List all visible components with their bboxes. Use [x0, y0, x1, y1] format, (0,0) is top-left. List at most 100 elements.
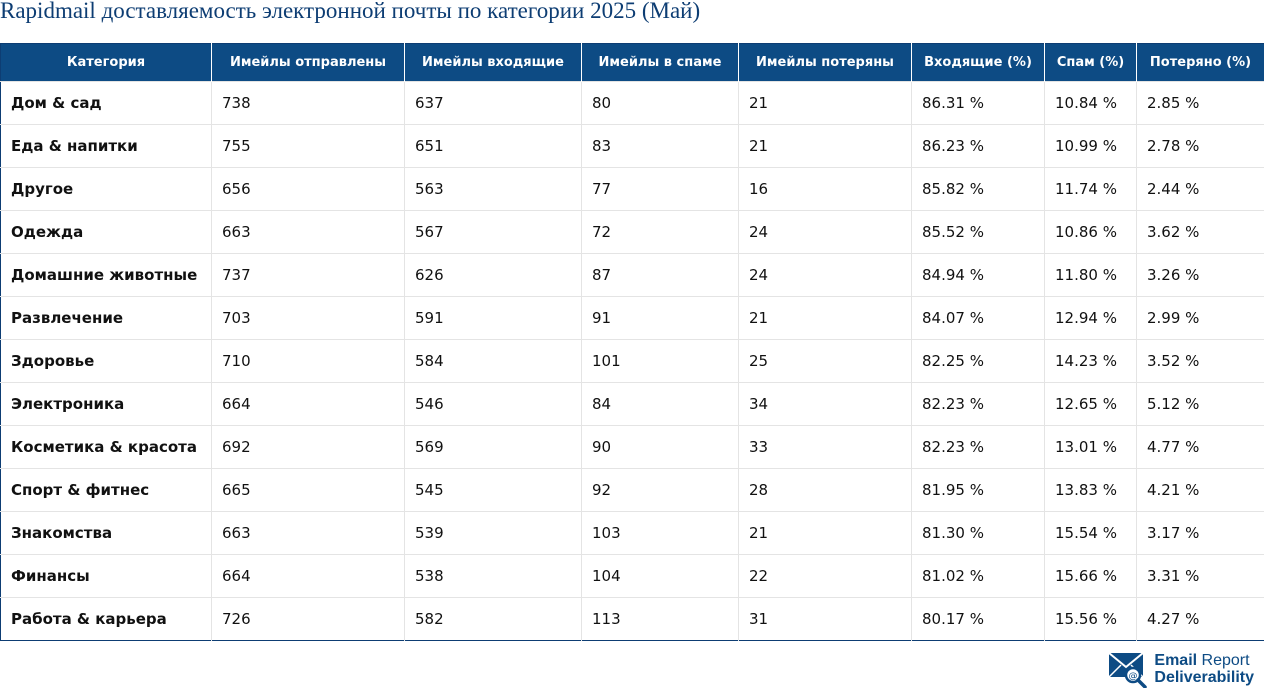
value-cell: 664 [211, 382, 405, 426]
value-cell: 3.31 % [1136, 554, 1264, 598]
value-cell: 91 [581, 296, 739, 340]
value-cell: 11.80 % [1044, 253, 1137, 297]
category-cell: Развлечение [0, 296, 212, 340]
value-cell: 104 [581, 554, 739, 598]
value-cell: 5.12 % [1136, 382, 1264, 426]
value-cell: 710 [211, 339, 405, 383]
value-cell: 77 [581, 167, 739, 211]
value-cell: 692 [211, 425, 405, 469]
value-cell: 2.99 % [1136, 296, 1264, 340]
value-cell: 12.65 % [1044, 382, 1137, 426]
value-cell: 84.07 % [911, 296, 1045, 340]
category-cell: Работа & карьера [0, 597, 212, 641]
value-cell: 703 [211, 296, 405, 340]
value-cell: 10.86 % [1044, 210, 1137, 254]
value-cell: 569 [404, 425, 582, 469]
category-cell: Дом & сад [0, 81, 212, 125]
value-cell: 16 [738, 167, 912, 211]
envelope-at-magnifier-icon: @ [1108, 652, 1148, 688]
value-cell: 4.27 % [1136, 597, 1264, 641]
value-cell: 25 [738, 339, 912, 383]
value-cell: 28 [738, 468, 912, 512]
value-cell: 24 [738, 253, 912, 297]
value-cell: 4.77 % [1136, 425, 1264, 469]
value-cell: 538 [404, 554, 582, 598]
value-cell: 755 [211, 124, 405, 168]
value-cell: 24 [738, 210, 912, 254]
value-cell: 85.52 % [911, 210, 1045, 254]
value-cell: 86.23 % [911, 124, 1045, 168]
value-cell: 101 [581, 339, 739, 383]
value-cell: 87 [581, 253, 739, 297]
value-cell: 103 [581, 511, 739, 555]
value-cell: 21 [738, 81, 912, 125]
value-cell: 22 [738, 554, 912, 598]
value-cell: 80.17 % [911, 597, 1045, 641]
table-row: Развлечение 703 591 91 21 84.07 % 12.94 % 2.99 … [0, 296, 1264, 340]
value-cell: 626 [404, 253, 582, 297]
value-cell: 584 [404, 339, 582, 383]
value-cell: 2.44 % [1136, 167, 1264, 211]
category-cell: Домашние животные [0, 253, 212, 297]
column-header: Категория [0, 43, 212, 82]
table-row: Электроника 664 546 84 34 82.23 % 12.65 % 5.12 … [0, 382, 1264, 426]
value-cell: 10.99 % [1044, 124, 1137, 168]
value-cell: 664 [211, 554, 405, 598]
table-row: Работа & карьера 726 582 113 31 80.17 % 15.56 … [0, 597, 1264, 641]
value-cell: 656 [211, 167, 405, 211]
value-cell: 113 [581, 597, 739, 641]
category-cell: Финансы [0, 554, 212, 598]
value-cell: 21 [738, 296, 912, 340]
column-header: Имейлы потеряны [738, 43, 912, 82]
value-cell: 663 [211, 210, 405, 254]
value-cell: 21 [738, 511, 912, 555]
logo-line1: Email Report [1154, 652, 1250, 669]
value-cell: 85.82 % [911, 167, 1045, 211]
table-body: Дом & сад 738 637 80 21 86.31 % 10.84 % 2.85 % Е… [0, 81, 1264, 641]
svg-text:@: @ [1129, 672, 1138, 682]
page-title: Rapidmail доставляемость электронной поч… [0, 0, 701, 23]
value-cell: 92 [581, 468, 739, 512]
value-cell: 34 [738, 382, 912, 426]
column-header: Спам (%) [1044, 43, 1137, 82]
value-cell: 83 [581, 124, 739, 168]
value-cell: 726 [211, 597, 405, 641]
value-cell: 3.17 % [1136, 511, 1264, 555]
value-cell: 33 [738, 425, 912, 469]
value-cell: 82.23 % [911, 382, 1045, 426]
email-deliverability-report-logo[interactable]: @ Email Report Deliverability [1108, 650, 1254, 688]
value-cell: 12.94 % [1044, 296, 1137, 340]
value-cell: 84.94 % [911, 253, 1045, 297]
value-cell: 15.54 % [1044, 511, 1137, 555]
table-row: Домашние животные 737 626 87 24 84.94 % 11.80 … [0, 253, 1264, 297]
value-cell: 545 [404, 468, 582, 512]
value-cell: 2.85 % [1136, 81, 1264, 125]
value-cell: 90 [581, 425, 739, 469]
table-row: Знакомства 663 539 103 21 81.30 % 15.54 % 3.17 … [0, 511, 1264, 555]
category-cell: Другое [0, 167, 212, 211]
column-header: Имейлы отправлены [211, 43, 405, 82]
table-row: Дом & сад 738 637 80 21 86.31 % 10.84 % 2.85 % [0, 81, 1264, 125]
value-cell: 637 [404, 81, 582, 125]
category-cell: Электроника [0, 382, 212, 426]
value-cell: 15.66 % [1044, 554, 1137, 598]
column-header: Имейлы в спаме [581, 43, 739, 82]
value-cell: 663 [211, 511, 405, 555]
table-row: Другое 656 563 77 16 85.82 % 11.74 % 2.44 % [0, 167, 1264, 211]
value-cell: 82.25 % [911, 339, 1045, 383]
category-cell: Еда & напитки [0, 124, 212, 168]
value-cell: 81.95 % [911, 468, 1045, 512]
value-cell: 738 [211, 81, 405, 125]
value-cell: 563 [404, 167, 582, 211]
table-row: Здоровье 710 584 101 25 82.25 % 14.23 % 3.52 % [0, 339, 1264, 383]
value-cell: 21 [738, 124, 912, 168]
category-cell: Здоровье [0, 339, 212, 383]
value-cell: 546 [404, 382, 582, 426]
value-cell: 81.30 % [911, 511, 1045, 555]
column-header: Имейлы входящие [404, 43, 582, 82]
value-cell: 4.21 % [1136, 468, 1264, 512]
logo-line2: Deliverability [1154, 669, 1254, 686]
value-cell: 3.26 % [1136, 253, 1264, 297]
category-cell: Спорт & фитнес [0, 468, 212, 512]
value-cell: 10.84 % [1044, 81, 1137, 125]
